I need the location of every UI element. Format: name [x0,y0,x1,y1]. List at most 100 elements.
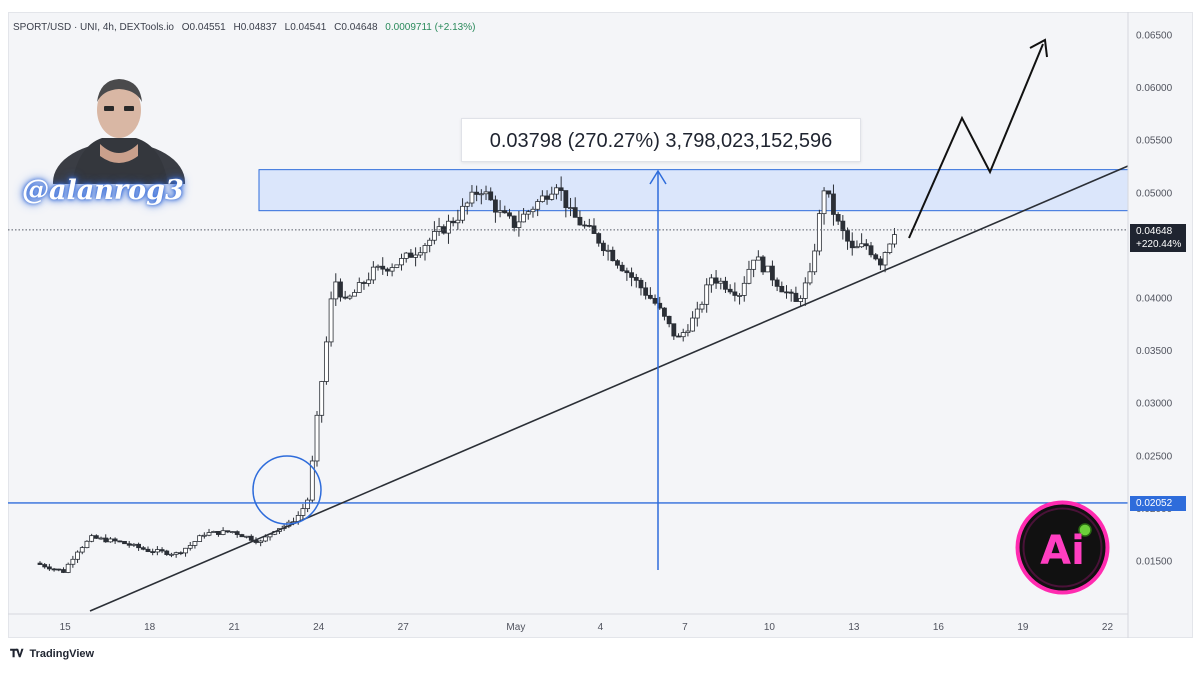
candle-body [131,543,137,546]
candle-body [685,330,691,333]
candle [37,561,43,565]
candle [483,185,489,200]
x-tick-label: 4 [598,622,604,633]
ascending-trendline [89,165,1129,612]
candle-body [690,317,696,332]
symbol-label[interactable]: SPORT/USD · UNI, 4h, DEXTools.io [13,22,174,33]
x-tick-label: 19 [1017,622,1029,633]
candle-body [760,256,766,273]
candle [535,199,541,217]
candle [746,260,752,285]
candle [831,184,836,226]
candle [539,190,545,203]
candle-body [342,296,348,299]
candle-body [558,187,564,191]
candle-body [577,216,583,226]
candle-body [727,288,733,293]
y-tick-label: 0.03500 [1136,346,1173,357]
candle-body [169,553,174,556]
ohlc-header: SPORT/USD · UNI, 4h, DEXTools.io O0.0455… [13,22,480,33]
candle-body [183,547,188,554]
candle [765,265,771,273]
candle-body [586,224,592,227]
candle-body [502,210,508,214]
candle [732,282,738,302]
candle-body [638,279,644,289]
candle [793,286,799,302]
candle-body [258,540,264,543]
candle [478,189,484,205]
candle-body [779,285,785,293]
candle-body [361,282,367,284]
candle [868,241,874,258]
candle [131,543,137,547]
candle-body [464,202,470,207]
candle [417,247,423,258]
x-tick-label: 7 [682,622,688,633]
candle-body [89,535,95,542]
candle-body [201,534,207,537]
candle-body [389,267,395,272]
candle-body [84,540,90,549]
candle-body [793,292,799,302]
x-tick-label: May [506,622,525,633]
candle-body [554,187,559,195]
candle-body [572,207,578,218]
candle [178,551,184,556]
x-tick-label: 21 [229,622,241,633]
candle [183,547,188,557]
candle [108,537,113,543]
candle [816,209,822,256]
candle [347,294,353,301]
candle-body [826,190,832,195]
candle [770,260,775,287]
candle-body [314,414,320,462]
candle [610,246,616,262]
candle-body [755,256,761,261]
candle [159,547,165,554]
measurement-label: 0.03798 (270.27%) 3,798,023,152,596 [461,118,861,162]
candle [699,301,705,313]
x-tick-label: 10 [764,622,776,633]
candle [89,533,95,543]
candle-body [375,265,381,268]
candle [615,259,620,269]
candle [619,261,625,272]
candle [544,190,550,205]
measure-arrow-head [649,169,667,185]
chart-pane[interactable] [8,12,1193,638]
candle [643,281,649,300]
tradingview-brand[interactable]: 𝐓𝐕 TradingView [10,648,94,661]
candle-body [145,548,151,552]
candle-body [42,564,48,568]
candle-body [211,531,217,533]
candle [737,293,742,305]
candle-body [840,220,846,232]
candle-body [394,264,400,268]
candle [136,542,141,551]
candle [812,243,818,275]
last-price-tag: 0.04648 +220.44% [1130,224,1186,252]
y-tick-label: 0.01500 [1136,557,1173,568]
candle [220,527,226,536]
candle-body [431,231,437,241]
candle [516,210,522,237]
candle-body [887,243,893,253]
candle [596,232,602,247]
candle-body [601,242,606,252]
candle [577,210,583,226]
projection-path [908,43,1044,239]
candle [511,215,517,232]
candle [708,274,714,293]
candle [197,534,203,542]
candle-body [450,220,456,224]
candle-body [704,284,710,305]
candle-body [863,243,869,247]
candle [126,541,132,548]
candle-body [765,265,771,273]
candle [140,546,146,551]
candle [784,285,789,299]
x-tick-label: 18 [144,622,156,633]
candle [370,261,376,284]
